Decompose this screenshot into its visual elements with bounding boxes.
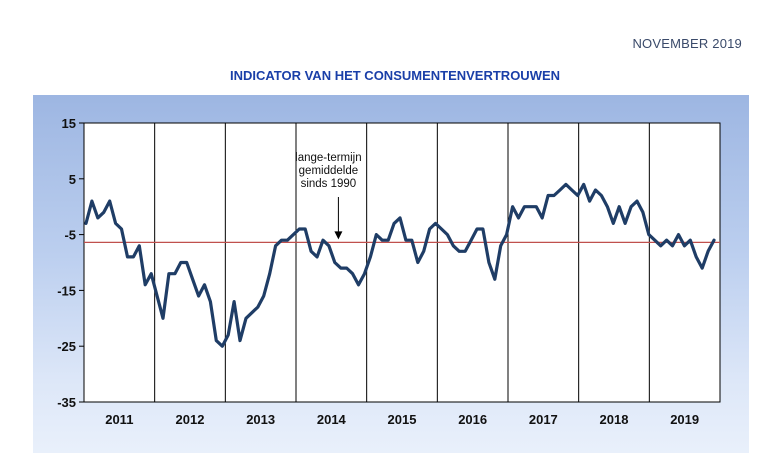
x-tick-label: 2019 — [670, 412, 699, 427]
y-tick-label: 15 — [62, 116, 76, 131]
x-tick-label: 2014 — [317, 412, 347, 427]
y-axis: 15 5 -5 -15 -25 -35 — [57, 116, 84, 410]
x-tick-label: 2012 — [176, 412, 205, 427]
x-axis: 2011 2012 2013 2014 2015 2016 2017 2018 2019 — [105, 412, 699, 427]
plot-area — [83, 122, 721, 403]
y-tick-label: -35 — [57, 395, 76, 410]
y-tick-label: 5 — [69, 172, 76, 187]
annotation-text: gemiddelde — [299, 165, 358, 177]
x-tick-label: 2011 — [105, 412, 133, 427]
x-tick-label: 2015 — [388, 412, 417, 427]
chart-title: INDICATOR VAN HET CONSUMENTENVERTROUWEN — [229, 68, 561, 83]
y-tick-label: -25 — [57, 339, 76, 354]
x-tick-label: 2018 — [600, 412, 629, 427]
report-date: NOVEMBER 2019 — [632, 36, 742, 51]
x-tick-label: 2017 — [529, 412, 558, 427]
confidence-series-line — [84, 182, 716, 348]
annotation-text: sinds 1990 — [301, 178, 357, 190]
x-tick-label: 2016 — [458, 412, 487, 427]
annotation-text: lange-termijn — [295, 152, 361, 164]
year-gridlines — [154, 123, 650, 402]
x-tick-label: 2013 — [246, 412, 275, 427]
y-tick-label: -5 — [64, 228, 76, 243]
y-tick-label: -15 — [57, 283, 76, 298]
annotation-arrow-head — [334, 231, 343, 240]
